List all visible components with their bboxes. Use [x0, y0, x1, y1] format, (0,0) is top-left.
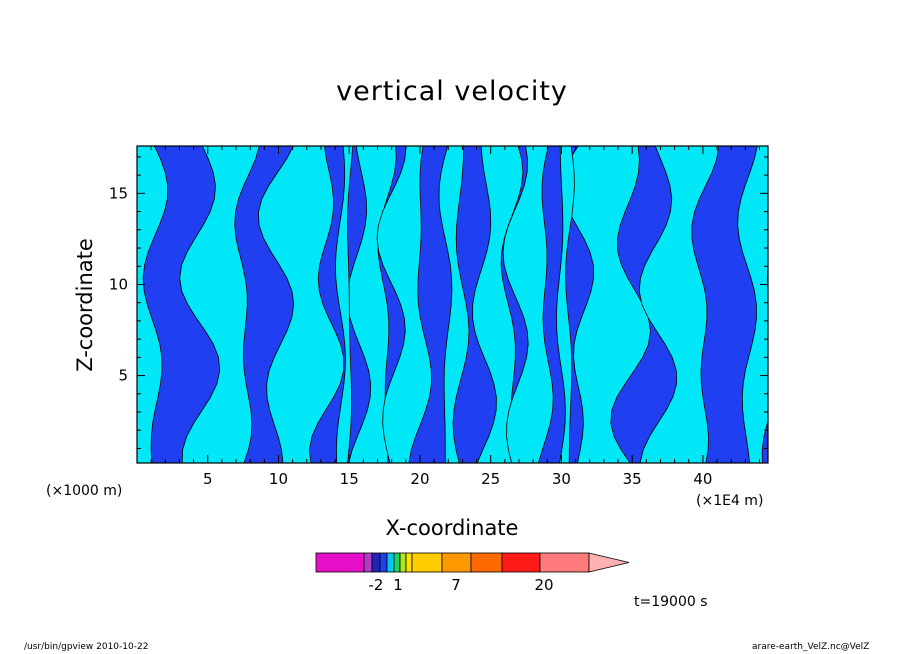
positive-velocity-band [376, 146, 432, 463]
colorbar-tick-label: 20 [534, 576, 553, 594]
x-axis-label: X-coordinate [385, 516, 519, 540]
colorbar-cell [393, 552, 401, 573]
positive-velocity-band [438, 146, 470, 463]
x-tick-label: 25 [481, 470, 500, 488]
positive-velocity-band [561, 146, 651, 463]
colorbar-tick-label: 1 [393, 576, 403, 594]
positive-velocity-band [335, 146, 354, 463]
y-tick-label: 5 [118, 367, 128, 385]
x-tick-label: 35 [623, 470, 642, 488]
x-tick-label: 30 [552, 470, 571, 488]
colorbar-cell [371, 552, 381, 573]
positive-velocity-band [737, 146, 768, 463]
axes: 5 10 15 20 25 30 35 40 5 10 15 [109, 146, 768, 488]
y-tick-label: 15 [109, 184, 128, 202]
footer-right: arare-earth_VelZ.nc@VelZ [752, 642, 870, 652]
positive-velocity-band [137, 146, 169, 463]
chart-title: vertical velocity [336, 76, 568, 107]
positive-velocity-band [502, 146, 554, 463]
colorbar-cell [405, 552, 413, 573]
x-axis-unit-left: (×1000 m) [46, 483, 123, 499]
x-tick-label: 10 [269, 470, 288, 488]
colorbar-cell [315, 552, 365, 573]
colorbar-arrow [588, 552, 630, 573]
colorbar-cell [386, 552, 395, 573]
colorbar-cell [399, 552, 407, 573]
colorbar: -2 1 7 20 [315, 552, 630, 594]
colorbar-tick-label: 7 [451, 576, 461, 594]
colorbar-cell [363, 552, 373, 573]
positive-velocity-band [638, 146, 720, 463]
colorbar-cell [441, 552, 472, 573]
x-tick-label: 15 [340, 470, 359, 488]
colorbar-cell [411, 552, 443, 573]
colorbar-cell [379, 552, 388, 573]
footer-left: /usr/bin/gpview 2010-10-22 [24, 642, 149, 652]
colorbar-cell [470, 552, 503, 573]
x-tick-label: 5 [203, 470, 213, 488]
positive-velocity-band [257, 146, 345, 463]
colorbar-tick-label: -2 [369, 576, 384, 594]
contour-layer [137, 146, 768, 463]
x-tick-label: 20 [410, 470, 429, 488]
colorbar-cell [501, 552, 541, 573]
y-tick-label: 10 [109, 275, 128, 293]
plot-frame [136, 145, 769, 464]
positive-velocity-band [179, 146, 260, 463]
x-axis-unit-right: (×1E4 m) [696, 493, 764, 509]
time-label: t=19000 s [634, 594, 708, 610]
colorbar-cell [539, 552, 590, 573]
positive-velocity-band [556, 146, 575, 463]
positive-velocity-band [472, 146, 524, 463]
x-tick-label: 40 [693, 470, 712, 488]
